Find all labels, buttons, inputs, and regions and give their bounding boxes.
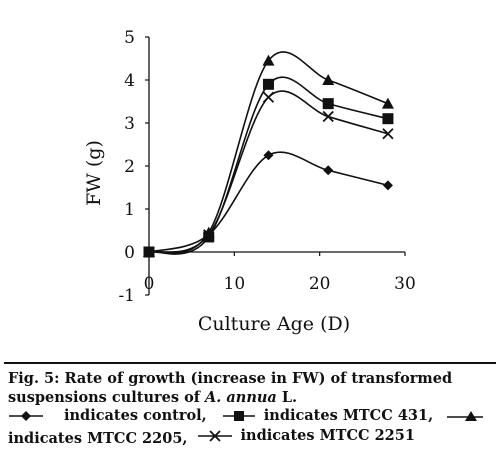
data-point-square (262, 78, 274, 90)
data-point-diamond (382, 180, 393, 191)
legend-indicates: indicates (240, 427, 315, 444)
legend-sep: , (201, 407, 207, 424)
legend-sep: , (182, 429, 188, 447)
legend-row-1: indicates control, indicates MTCC 431, (8, 407, 496, 426)
data-point-diamond (323, 165, 334, 176)
y-tick-label: 1 (124, 200, 135, 220)
caption-text: suspensions cultures of (8, 389, 206, 406)
x-axis-label: Culture Age (D) (198, 313, 350, 335)
legend-label-control: control (143, 407, 202, 424)
axes (145, 36, 406, 296)
x-tick-label: 0 (144, 274, 155, 294)
y-tick-label: 2 (124, 157, 135, 177)
x-tick-label: 10 (224, 274, 246, 294)
tick-labels: -1 0 1 2 3 4 5 0 10 20 30 (118, 28, 415, 306)
legend-item-mtcc-2205-symbol (446, 409, 484, 423)
y-tick-label: -1 (118, 286, 135, 306)
data-point-triangle (381, 97, 394, 109)
species-name: A. annua (205, 389, 277, 406)
caption-divider (4, 362, 496, 364)
y-tick-label: 5 (124, 28, 135, 48)
data-point-square (322, 98, 334, 110)
legend-sep: , (428, 407, 434, 424)
data-point-diamond (263, 150, 274, 161)
legend-item-mtcc-2205: indicates MTCC 2205, (8, 430, 187, 447)
data-point-x (143, 246, 155, 258)
square-marker-icon (222, 410, 255, 421)
y-axis-label: FW (g) (83, 140, 105, 206)
y-tick-label: 3 (124, 114, 135, 134)
series-markers (143, 54, 394, 258)
data-point-triangle (322, 74, 335, 85)
legend-label-mtcc-2251: MTCC 2251 (319, 427, 415, 444)
diamond-marker-icon (9, 410, 43, 421)
figure-caption: Fig. 5: Rate of growth (increase in FW) … (8, 369, 494, 407)
series-line-3 (148, 90, 389, 253)
x-tick-label: 30 (394, 274, 416, 294)
triangle-marker-icon (447, 410, 484, 421)
y-tick-label: 4 (124, 71, 135, 91)
legend-row-2: indicates MTCC 2205, indicates MTCC 2251 (8, 427, 496, 447)
legend-item-mtcc-2251: indicates MTCC 2251 (197, 427, 415, 444)
x-tick-label: 20 (309, 274, 331, 294)
data-point-x (262, 91, 275, 103)
caption-text-end: L. (276, 389, 298, 406)
data-point-square (382, 113, 394, 125)
data-point-x (203, 229, 215, 241)
x-marker-icon (197, 429, 232, 442)
data-point-x (322, 110, 334, 123)
caption-line-1: Fig. 5: Rate of growth (increase in FW) … (8, 370, 453, 387)
data-point-x (382, 128, 394, 140)
legend-indicates: indicates (263, 407, 338, 424)
data-point-triangle (262, 54, 275, 66)
data-point-triangle (202, 226, 215, 238)
legend-item-control: indicates control, (8, 407, 207, 424)
legend-label-mtcc-431: MTCC 431 (342, 407, 429, 424)
legend-indicates: indicates (64, 407, 139, 424)
series-line-1 (148, 76, 389, 255)
legend-item-mtcc-431: indicates MTCC 431, (222, 407, 433, 424)
legend-indicates: indicates (8, 429, 83, 447)
caption-line-2: suspensions cultures of A. annua L. (8, 388, 494, 407)
y-tick-label: 0 (124, 243, 135, 263)
series-line-0 (148, 151, 389, 253)
growth-chart: -1 0 1 2 3 4 5 0 10 20 30 FW (g) Culture Age (D) (83, 28, 416, 335)
legend-label-mtcc-2205: MTCC 2205 (87, 429, 183, 447)
